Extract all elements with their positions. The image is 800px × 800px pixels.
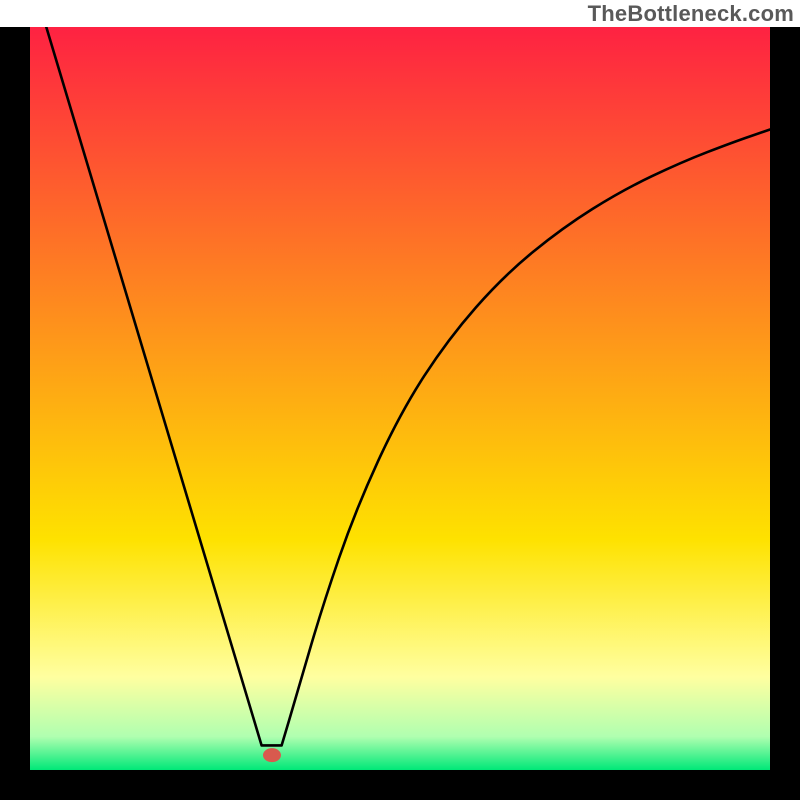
frame-border-left xyxy=(0,27,30,800)
plot-area xyxy=(30,27,770,770)
chart-container: TheBottleneck.com xyxy=(0,0,800,800)
gradient-background xyxy=(30,27,770,770)
watermark-text: TheBottleneck.com xyxy=(588,1,794,27)
optimal-point-marker xyxy=(263,748,281,762)
plot-svg xyxy=(30,27,770,770)
frame-border-bottom xyxy=(0,770,800,800)
frame-border-right xyxy=(770,27,800,800)
